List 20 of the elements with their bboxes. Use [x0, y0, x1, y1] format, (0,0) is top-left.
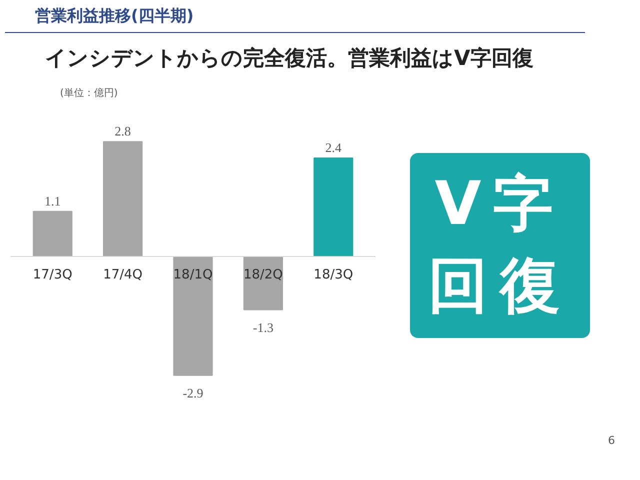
bar: [32, 210, 72, 257]
y-axis-title: (単位：億円): [60, 87, 118, 101]
x-tick-label: 18/1Q: [173, 267, 213, 282]
data-label: -1.3: [252, 320, 274, 335]
data-label: 2.8: [114, 124, 131, 139]
x-tick-label: 18/3Q: [314, 267, 354, 282]
bar: [173, 256, 213, 376]
chart-subtitle: インシデントからの完全復活。営業利益はV字回復: [45, 45, 534, 72]
data-label: -2.9: [182, 385, 204, 400]
chart-title: 営業利益推移(四半期): [35, 5, 194, 27]
x-tick-label: 18/2Q: [243, 267, 283, 282]
x-tick-label: 17/3Q: [32, 267, 72, 282]
bar: [243, 256, 283, 310]
bar: [103, 141, 143, 257]
data-label: 2.4: [325, 140, 342, 155]
text: V字回復: [427, 168, 573, 323]
bar: [314, 157, 354, 257]
text: 6: [608, 433, 615, 449]
data-label: 1.1: [44, 193, 61, 208]
x-tick-label: 17/4Q: [103, 267, 143, 282]
